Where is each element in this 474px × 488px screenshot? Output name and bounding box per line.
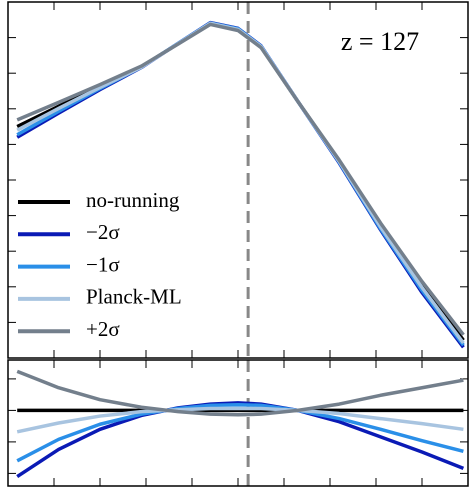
legend-label: no-running (86, 188, 180, 212)
plot-frame (7, 359, 469, 487)
series-line (16, 406, 464, 434)
series-line (16, 21, 465, 345)
series-line (16, 369, 464, 417)
series-line (16, 22, 465, 336)
legend-label: Planck-ML (86, 285, 182, 309)
series-line (16, 401, 465, 479)
legend-label: −2σ (86, 220, 120, 244)
series-line (16, 20, 465, 349)
series-line (16, 21, 465, 347)
series-line (16, 402, 464, 463)
plot-frame (7, 1, 469, 359)
annotation: z = 127 (341, 27, 419, 56)
series-line (16, 21, 465, 342)
legend-label: +2σ (86, 317, 120, 341)
legend-label: −1σ (86, 252, 120, 276)
